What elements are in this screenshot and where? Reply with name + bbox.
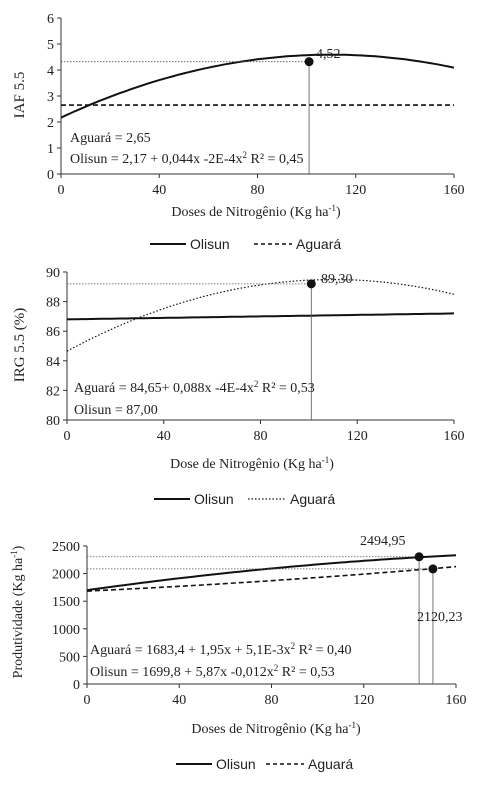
y-tick-label: 2000 (52, 568, 80, 583)
max-point-marker (304, 57, 314, 67)
chart-iaf-eq-aguara: Aguará = 2,65 (70, 131, 151, 146)
chart-iaf-point-label: 4,52 (316, 47, 341, 62)
chart-produtividade-marks: 0 500 1000 1500 2000 2500 0 40 80 120 160 (52, 540, 467, 708)
x-tick-label: 40 (172, 693, 186, 708)
y-tick-label: 6 (47, 12, 54, 27)
max-point-marker (428, 564, 438, 574)
chart-irg-ylabel: IRG 5.5 (%) (12, 308, 28, 383)
y-tick-label: 90 (46, 266, 60, 281)
chart-iaf-legend: Olisun Aguará (150, 236, 341, 252)
y-tick-label: 5 (47, 38, 54, 53)
legend-olisun-label: Olisun (190, 236, 230, 252)
chart-irg-eq-aguara: Aguará = 84,65+ 0,088x -4E-4x2 R² = 0,53 (74, 379, 315, 396)
x-tick-label: 40 (157, 429, 171, 444)
chart-produtividade-point1-label: 2494,95 (360, 534, 406, 549)
y-tick-label: 88 (46, 296, 60, 311)
chart-irg-xlabel: Dose de Nitrogênio (Kg ha-1) (170, 455, 334, 472)
y-tick-label: 84 (46, 355, 60, 370)
y-tick-label: 82 (46, 384, 60, 399)
legend-olisun-label: Olisun (216, 756, 256, 772)
chart-produtividade-point2-label: 2120,23 (417, 610, 463, 625)
chart-produtividade-xlabel: Doses de Nitrogênio (Kg ha-1) (191, 720, 361, 737)
y-tick-label: 2500 (52, 540, 80, 555)
chart-iaf-eq-olisun: Olisun = 2,17 + 0,044x -2E-4x2 R² = 0,45 (70, 150, 303, 167)
chart-iaf-marks: 0 1 2 3 4 5 6 0 40 80 120 160 (47, 12, 465, 198)
y-tick-label: 500 (59, 650, 80, 665)
x-tick-label: 0 (64, 429, 71, 444)
y-tick-label: 86 (46, 325, 60, 340)
chart-irg-legend: Olisun Aguará (154, 491, 335, 507)
chart-irg-marks: 80 82 84 86 88 90 0 40 80 120 160 (46, 266, 465, 444)
legend-aguara-label: Aguará (308, 756, 353, 772)
chart-iaf-xlabel: Doses de Nitrogênio (Kg ha-1) (171, 203, 341, 220)
x-tick-label: 80 (251, 183, 265, 198)
chart-irg: 80 82 84 86 88 90 0 40 80 120 160 IRG 5.5 (%) 89,3… (12, 266, 465, 507)
chart-produtividade: 0 500 1000 1500 2000 2500 0 40 80 120 160 Produtiv… (9, 534, 467, 772)
chart-irg-eq-olisun: Olisun = 87,00 (74, 403, 158, 418)
y-tick-label: 80 (46, 414, 60, 429)
x-tick-label: 80 (254, 429, 268, 444)
series-line-aguara (86, 565, 457, 592)
max-point-marker (414, 552, 424, 562)
legend-olisun-label: Olisun (194, 491, 234, 507)
x-tick-label: 160 (444, 183, 465, 198)
y-tick-label: 4 (47, 64, 54, 79)
series-line-olisun (66, 312, 455, 321)
chart-produtividade-eq-olisun: Olisun = 1699,8 + 5,87x -0,012x2 R² = 0,… (90, 663, 335, 680)
y-tick-label: 1500 (52, 595, 80, 610)
x-tick-label: 120 (347, 429, 368, 444)
y-tick-label: 1 (47, 142, 54, 157)
y-tick-label: 3 (47, 90, 54, 105)
x-tick-label: 120 (353, 693, 374, 708)
x-tick-label: 120 (345, 183, 366, 198)
x-tick-label: 160 (446, 693, 467, 708)
x-tick-label: 0 (84, 693, 91, 708)
max-point-marker (306, 279, 316, 289)
x-tick-label: 40 (152, 183, 166, 198)
chart-irg-point-label: 89,30 (321, 272, 353, 287)
chart-produtividade-ylabel: Produtividade (Kg ha-1) (9, 545, 26, 678)
y-tick-label: 0 (47, 168, 54, 183)
series-line-olisun (86, 554, 457, 592)
chart-produtividade-legend: Olisun Aguará (176, 756, 353, 772)
x-tick-label: 80 (265, 693, 279, 708)
legend-aguara-label: Aguará (296, 236, 341, 252)
chart-iaf-ylabel: IAF 5.5 (12, 72, 28, 119)
legend-aguara-label: Aguará (290, 491, 335, 507)
y-tick-label: 2 (47, 116, 54, 131)
chart-produtividade-eq-aguara: Aguará = 1683,4 + 1,95x + 5,1E-3x2 R² = … (90, 641, 352, 658)
y-tick-label: 1000 (52, 623, 80, 638)
y-tick-label: 0 (73, 678, 80, 693)
chart-iaf: 0 1 2 3 4 5 6 0 40 80 120 160 IAF 5.5 4,52 Aguará =… (12, 12, 465, 252)
x-tick-label: 160 (444, 429, 465, 444)
x-tick-label: 0 (58, 183, 65, 198)
series-line-aguara (66, 278, 455, 352)
series-line-olisun (60, 53, 455, 119)
